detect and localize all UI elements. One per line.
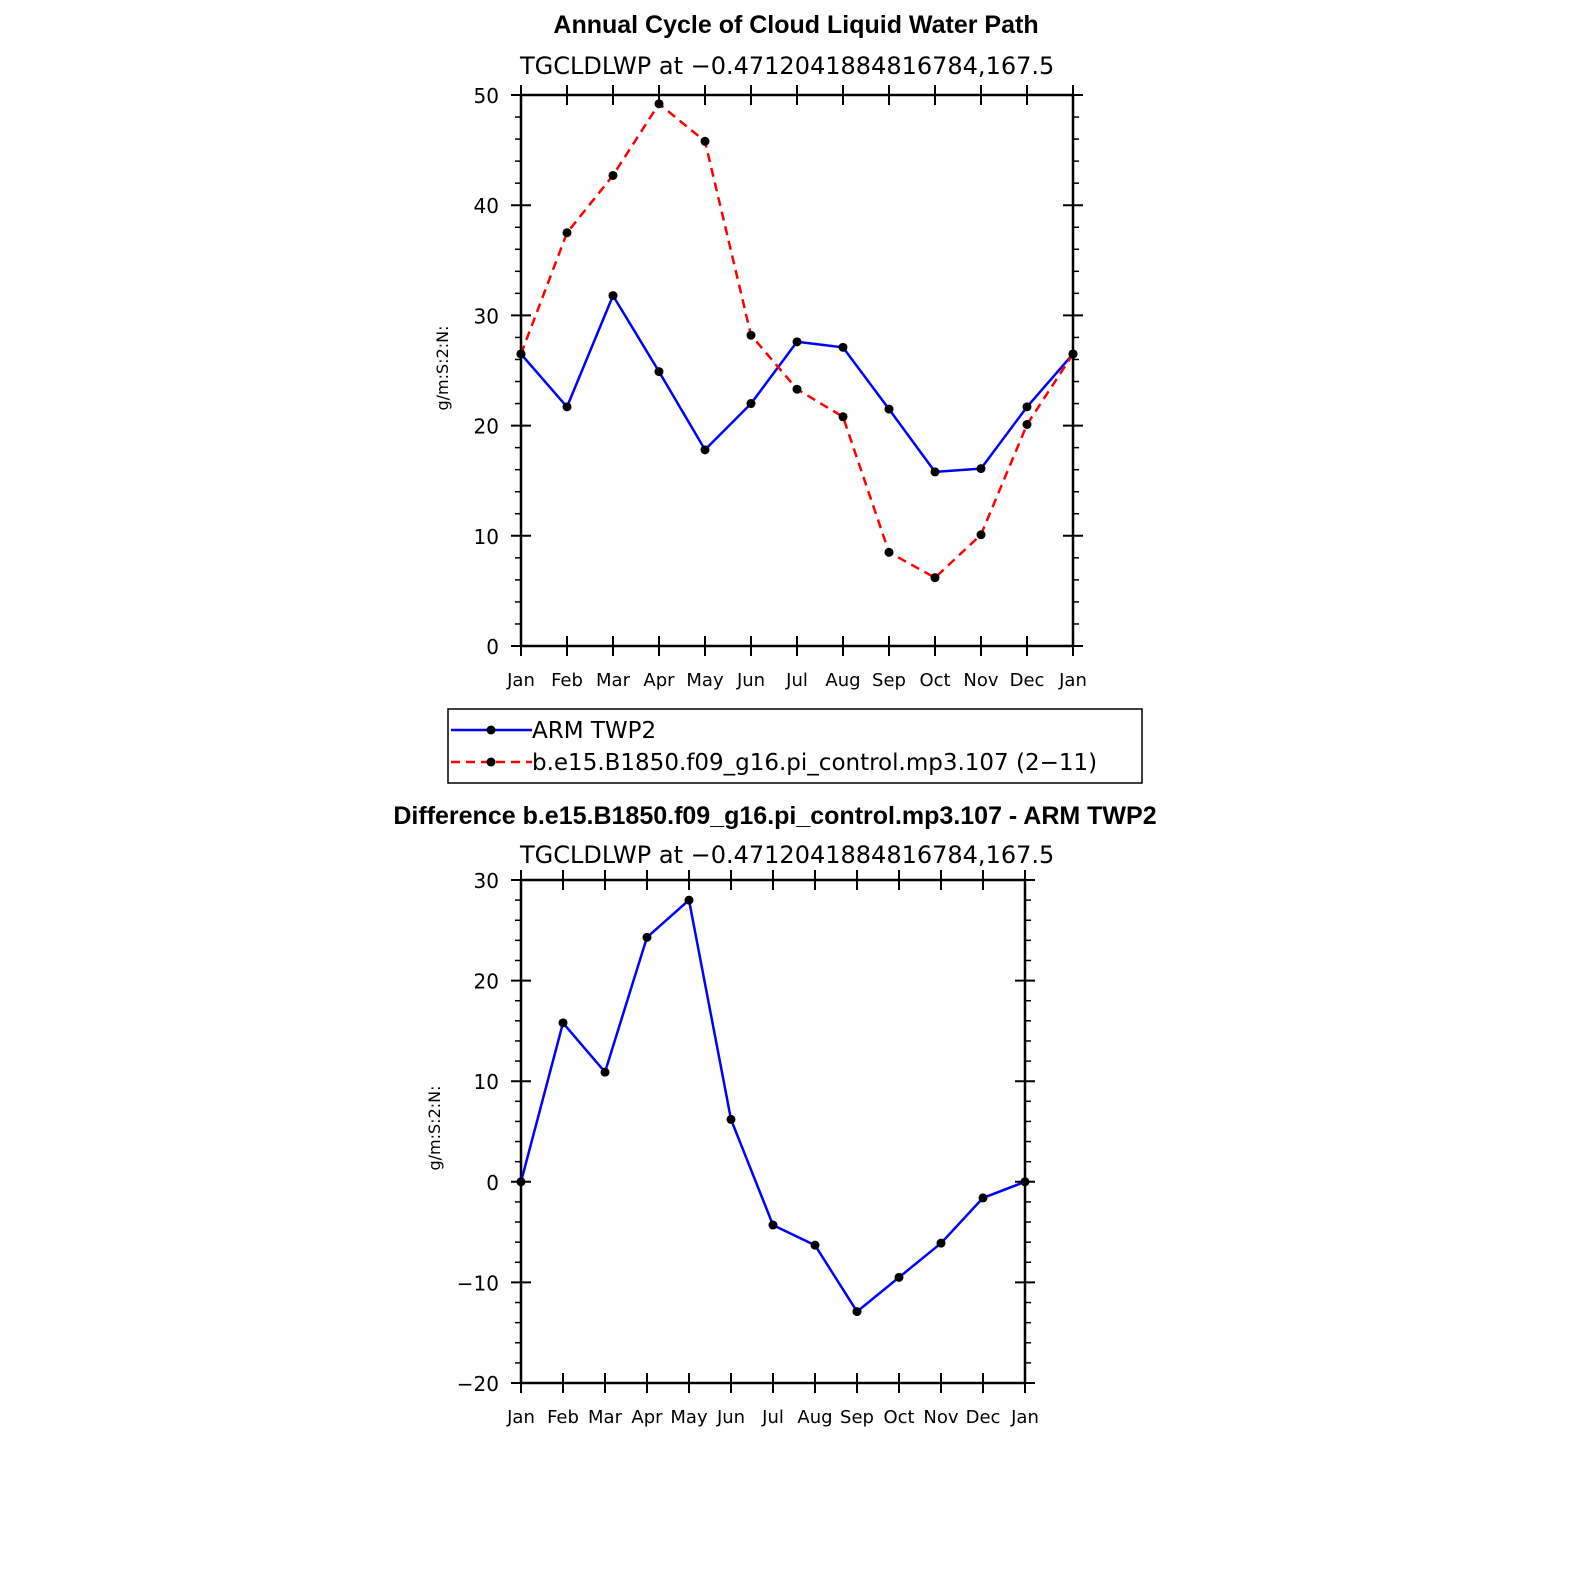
- chart1-point: [700, 136, 710, 146]
- chart2-xtick-label: Sep: [840, 1407, 874, 1428]
- legend-label-arm: ARM TWP2: [532, 718, 656, 744]
- chart1-ytick-label: 30: [474, 304, 499, 328]
- chart2-xtick-label: Jan: [1010, 1407, 1039, 1428]
- chart1-point: [608, 170, 618, 180]
- chart2-point: [810, 1240, 820, 1250]
- chart1-series-line-0: [520, 294, 1074, 474]
- chart1-ytick-label: 50: [474, 84, 499, 108]
- chart2-ytick-label: 0: [486, 1171, 499, 1195]
- chart1-point: [654, 99, 664, 109]
- chart2-xtick-label: Apr: [631, 1407, 663, 1428]
- chart1-point: [562, 228, 572, 238]
- chart1-xtick-label: Jun: [736, 670, 765, 691]
- chart1-point: [516, 349, 526, 359]
- chart1-ytick-label: 20: [474, 415, 499, 439]
- chart2-point: [726, 1114, 736, 1124]
- chart2-point: [642, 932, 652, 942]
- chart1-point: [884, 547, 894, 557]
- chart2-xtick-label: Jan: [506, 1407, 535, 1428]
- chart1-point: [976, 464, 986, 474]
- chart2-point: [558, 1018, 568, 1028]
- chart1-xtick-label: Jan: [506, 670, 535, 691]
- chart2-point: [600, 1067, 610, 1077]
- chart1-point: [838, 342, 848, 352]
- chart2-frame: [519, 878, 1027, 1385]
- chart1-point: [884, 404, 894, 414]
- legend-marker-model: [486, 757, 496, 767]
- chart1-xtick-label: Nov: [963, 670, 998, 691]
- legend-box: [447, 708, 1143, 784]
- chart1-point: [700, 445, 710, 455]
- chart1-ytick-label: 0: [486, 635, 499, 659]
- chart2-title: Difference b.e15.B1850.f09_g16.pi_contro…: [393, 802, 1156, 830]
- chart1-xtick-label: Sep: [872, 670, 906, 691]
- legend-marker-arm: [486, 725, 496, 735]
- chart2-xtick-label: May: [670, 1407, 708, 1428]
- chart1-xtick-label: Oct: [919, 670, 950, 691]
- chart2-xtick-label: Jun: [716, 1407, 745, 1428]
- chart2-point: [516, 1177, 526, 1187]
- chart1-point: [792, 337, 802, 347]
- chart1-ytick-label: 10: [474, 525, 499, 549]
- chart1-xtick-label: Aug: [825, 670, 860, 691]
- chart2-point: [852, 1307, 862, 1317]
- chart1-ylabel: g/m:S:2:N:: [433, 326, 452, 411]
- chart1-point: [930, 467, 940, 477]
- chart1-point: [746, 399, 756, 409]
- chart1-point: [930, 573, 940, 583]
- chart2-point: [936, 1238, 946, 1248]
- chart2-point: [768, 1220, 778, 1230]
- chart1-title: Annual Cycle of Cloud Liquid Water Path: [553, 11, 1038, 39]
- chart2-plot: Jan Feb Mar Apr May Jun Jul Aug Sep Oct Nov Dec Jan−…: [457, 869, 1039, 1428]
- chart1-point: [1022, 419, 1032, 429]
- chart2-xtick-label: Nov: [923, 1407, 958, 1428]
- chart2-point: [978, 1193, 988, 1203]
- chart2-subtitle: TGCLDLWP at −0.4712041884816784,167.5: [519, 841, 1054, 869]
- chart1-xtick-label: Feb: [551, 670, 583, 691]
- chart2-ytick-label: −20: [457, 1372, 499, 1396]
- chart1-point: [976, 530, 986, 540]
- chart1-frame: [519, 93, 1075, 648]
- chart2-series-line-0: [519, 898, 1026, 1313]
- chart2-point: [894, 1272, 904, 1282]
- chart1-point: [838, 412, 848, 422]
- chart2-ytick-label: 30: [474, 869, 499, 893]
- chart1-xtick-label: Dec: [1010, 670, 1045, 691]
- chart2-xtick-label: Mar: [588, 1407, 623, 1428]
- chart1-xtick-label: Mar: [596, 670, 631, 691]
- chart2-xtick-label: Oct: [883, 1407, 914, 1428]
- chart1-point: [792, 384, 802, 394]
- chart1-point: [746, 330, 756, 340]
- chart2-xtick-label: Aug: [797, 1407, 832, 1428]
- chart1-xtick-label: Jan: [1058, 670, 1087, 691]
- chart1-ytick-label: 40: [474, 194, 499, 218]
- chart1-subtitle: TGCLDLWP at −0.4712041884816784,167.5: [519, 52, 1054, 80]
- chart2-ylabel: g/m:S:2:N:: [425, 1086, 444, 1171]
- chart1-xtick-label: Jul: [785, 670, 808, 691]
- chart2-xtick-label: Jul: [761, 1407, 784, 1428]
- chart2-xtick-label: Dec: [966, 1407, 1001, 1428]
- chart2-point: [1020, 1177, 1030, 1187]
- chart2-ytick-label: 10: [474, 1070, 499, 1094]
- chart2-point: [684, 895, 694, 905]
- chart1-point: [654, 367, 664, 377]
- chart1-xtick-label: May: [686, 670, 724, 691]
- chart2-ytick-label: 20: [474, 970, 499, 994]
- chart2-ytick-label: −10: [457, 1271, 499, 1295]
- chart1-xtick-label: Apr: [643, 670, 675, 691]
- chart1-point: [608, 291, 618, 301]
- legend: ARM TWP2 b.e15.B1850.f09_g16.pi_control.…: [447, 708, 1143, 784]
- legend-label-model: b.e15.B1850.f09_g16.pi_control.mp3.107 (…: [532, 750, 1097, 776]
- chart1-plot: Jan Feb Mar Apr May Jun Jul Aug Sep Oct Nov Dec Jan 0…: [474, 84, 1087, 691]
- chart1-point: [562, 402, 572, 412]
- chart1-point: [1068, 349, 1078, 359]
- chart1-point: [1022, 402, 1032, 412]
- chart2-xtick-label: Feb: [547, 1407, 579, 1428]
